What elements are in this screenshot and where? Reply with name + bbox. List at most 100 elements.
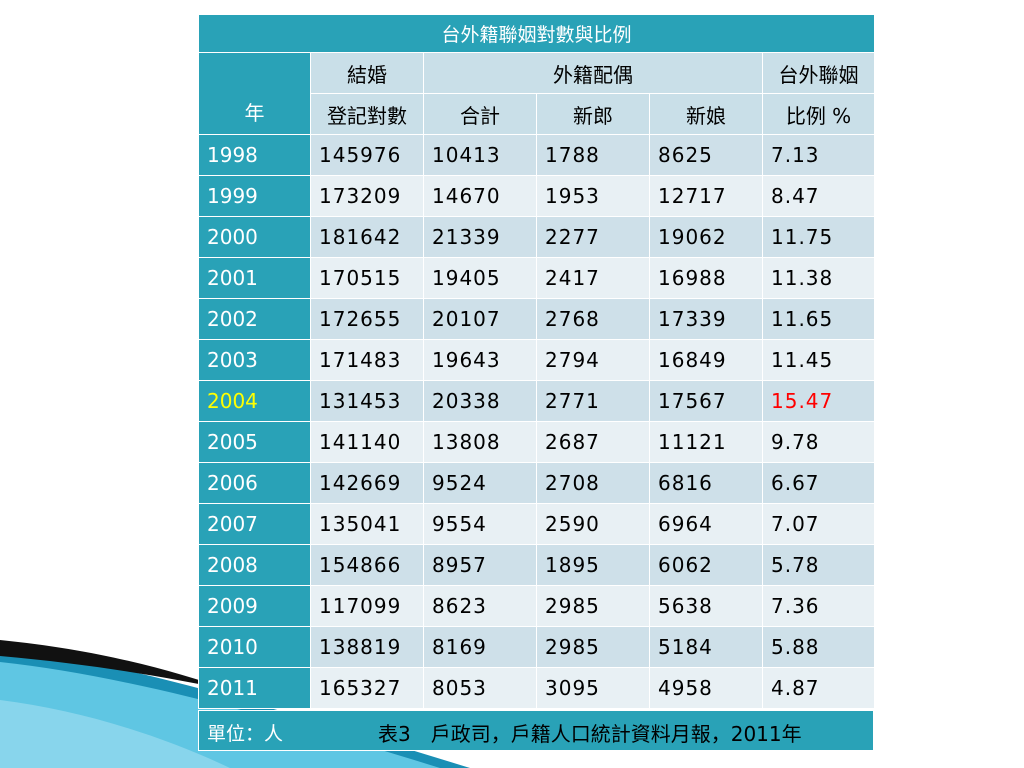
cell-total: 8053 (423, 667, 537, 709)
cell-registered: 165327 (310, 667, 424, 709)
cell-total: 13808 (423, 421, 537, 463)
cell-bride: 19062 (649, 216, 763, 258)
cell-groom: 1895 (536, 544, 650, 586)
cell-groom: 2687 (536, 421, 650, 463)
unit-label: 單位：人 (207, 723, 284, 745)
table-row: 2000 181642 21339 2277 19062 11.75 (198, 216, 876, 258)
table-row: 1999 173209 14670 1953 12717 8.47 (198, 175, 876, 217)
cell-bride: 16988 (649, 257, 763, 299)
header-bride: 新娘 (649, 93, 763, 135)
marriage-table: 台外籍聯姻對數與比例 年 結婚 外籍配偶 台外聯姻 登記對數 合計 新郎 新娘 … (197, 14, 876, 709)
header-registered-top: 結婚 (310, 52, 424, 94)
cell-ratio: 11.75 (761, 216, 876, 258)
header-foreign-spouse: 外籍配偶 (423, 52, 763, 94)
cell-bride: 6062 (649, 544, 763, 586)
cell-year: 2003 (198, 339, 311, 381)
cell-total: 19405 (423, 257, 537, 299)
footer-row: 單位：人 (198, 710, 874, 751)
cell-year: 2008 (198, 544, 311, 586)
cell-bride: 17339 (649, 298, 763, 340)
source-caption: 表3 戶政司，戶籍人口統計資料月報，2011年 (378, 722, 802, 746)
cell-groom: 3095 (536, 667, 650, 709)
cell-registered: 138819 (310, 626, 424, 668)
cell-registered: 145976 (310, 134, 424, 176)
cell-groom: 2708 (536, 462, 650, 504)
cell-year: 1999 (198, 175, 311, 217)
cell-total: 20338 (423, 380, 537, 422)
cell-groom: 2277 (536, 216, 650, 258)
cell-ratio: 5.88 (761, 626, 876, 668)
cell-year: 2000 (198, 216, 311, 258)
cell-registered: 142669 (310, 462, 424, 504)
cell-registered: 135041 (310, 503, 424, 545)
table-row: 2010 138819 8169 2985 5184 5.88 (198, 626, 876, 668)
table-row: 2005 141140 13808 2687 11121 9.78 (198, 421, 876, 463)
table-row: 2011 165327 8053 3095 4958 4.87 (198, 667, 876, 709)
cell-ratio: 9.78 (761, 421, 876, 463)
data-table-container: 台外籍聯姻對數與比例 年 結婚 外籍配偶 台外聯姻 登記對數 合計 新郎 新娘 … (197, 14, 876, 709)
cell-year: 2002 (198, 298, 311, 340)
header-year: 年 (198, 52, 311, 135)
cell-ratio: 7.13 (761, 134, 876, 176)
cell-ratio: 8.47 (761, 175, 876, 217)
table-row: 2004 131453 20338 2771 17567 15.47 (198, 380, 876, 422)
cell-total: 8957 (423, 544, 537, 586)
table-row: 2009 117099 8623 2985 5638 7.36 (198, 585, 876, 627)
cell-registered: 181642 (310, 216, 424, 258)
cell-bride: 16849 (649, 339, 763, 381)
table-row: 2001 170515 19405 2417 16988 11.38 (198, 257, 876, 299)
cell-bride: 5184 (649, 626, 763, 668)
cell-year: 2005 (198, 421, 311, 463)
table-title: 台外籍聯姻對數與比例 (197, 14, 876, 53)
cell-groom: 2417 (536, 257, 650, 299)
cell-registered: 141140 (310, 421, 424, 463)
cell-ratio: 6.67 (761, 462, 876, 504)
cell-bride: 4958 (649, 667, 763, 709)
table-row: 2002 172655 20107 2768 17339 11.65 (198, 298, 876, 340)
cell-year: 2001 (198, 257, 311, 299)
cell-ratio: 11.38 (761, 257, 876, 299)
header-total: 合計 (423, 93, 537, 135)
cell-groom: 1788 (536, 134, 650, 176)
cell-registered: 171483 (310, 339, 424, 381)
cell-total: 9524 (423, 462, 537, 504)
cell-groom: 2768 (536, 298, 650, 340)
cell-ratio: 5.78 (761, 544, 876, 586)
cell-bride: 5638 (649, 585, 763, 627)
cell-ratio: 7.36 (761, 585, 876, 627)
cell-total: 8623 (423, 585, 537, 627)
cell-registered: 173209 (310, 175, 424, 217)
header-registered-bottom: 登記對數 (310, 93, 424, 135)
table-row: 2006 142669 9524 2708 6816 6.67 (198, 462, 876, 504)
cell-year: 2011 (198, 667, 311, 709)
cell-groom: 2985 (536, 626, 650, 668)
cell-bride: 6964 (649, 503, 763, 545)
cell-ratio: 11.45 (761, 339, 876, 381)
cell-total: 20107 (423, 298, 537, 340)
cell-groom: 2985 (536, 585, 650, 627)
cell-bride: 17567 (649, 380, 763, 422)
cell-year: 2007 (198, 503, 311, 545)
cell-groom: 2590 (536, 503, 650, 545)
header-ratio-top: 台外聯姻 (761, 52, 876, 94)
cell-bride: 8625 (649, 134, 763, 176)
cell-year: 1998 (198, 134, 311, 176)
cell-groom: 2794 (536, 339, 650, 381)
cell-total: 9554 (423, 503, 537, 545)
cell-bride: 6816 (649, 462, 763, 504)
cell-ratio: 15.47 (761, 380, 876, 422)
cell-groom: 1953 (536, 175, 650, 217)
cell-registered: 154866 (310, 544, 424, 586)
cell-registered: 131453 (310, 380, 424, 422)
cell-total: 10413 (423, 134, 537, 176)
cell-registered: 172655 (310, 298, 424, 340)
cell-total: 8169 (423, 626, 537, 668)
cell-registered: 170515 (310, 257, 424, 299)
cell-year: 2004 (198, 380, 311, 422)
cell-ratio: 4.87 (761, 667, 876, 709)
cell-bride: 11121 (649, 421, 763, 463)
cell-year: 2010 (198, 626, 311, 668)
cell-total: 14670 (423, 175, 537, 217)
cell-ratio: 11.65 (761, 298, 876, 340)
cell-registered: 117099 (310, 585, 424, 627)
